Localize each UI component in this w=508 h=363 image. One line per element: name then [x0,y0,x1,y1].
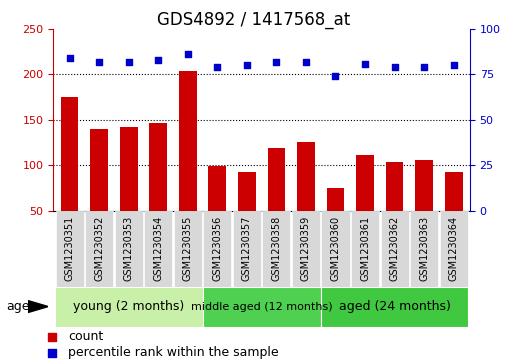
Bar [55,211,84,287]
Bar [238,171,256,211]
Text: GSM1230354: GSM1230354 [153,216,163,281]
Bar [321,287,468,327]
Bar [297,143,315,211]
Text: young (2 months): young (2 months) [73,300,184,313]
Bar [410,211,438,287]
Bar [179,71,197,211]
Text: GSM1230359: GSM1230359 [301,216,311,281]
Point [48,334,56,339]
Text: GSM1230358: GSM1230358 [271,216,281,281]
Text: age: age [6,300,29,313]
Bar [144,211,172,287]
Point [154,57,162,63]
Bar [120,127,138,211]
Text: GDS4892 / 1417568_at: GDS4892 / 1417568_at [157,11,351,29]
Bar [115,211,143,287]
Bar [233,211,261,287]
Text: GSM1230363: GSM1230363 [419,216,429,281]
Point [331,73,339,79]
Text: GSM1230357: GSM1230357 [242,216,252,281]
Text: GSM1230362: GSM1230362 [390,216,400,281]
Bar [327,188,344,211]
Point [272,59,280,65]
Text: percentile rank within the sample: percentile rank within the sample [68,346,279,359]
Bar [386,162,403,211]
Text: middle aged (12 months): middle aged (12 months) [191,302,332,312]
Point [420,64,428,70]
Polygon shape [28,301,48,313]
Point [48,350,56,356]
Bar [85,211,113,287]
Point [184,52,192,57]
Text: GSM1230353: GSM1230353 [123,216,134,281]
Bar [292,211,320,287]
Point [213,64,221,70]
Text: aged (24 months): aged (24 months) [339,300,451,313]
Point [302,59,310,65]
Bar [439,211,468,287]
Bar [149,122,167,211]
Text: count: count [68,330,103,343]
Text: GSM1230364: GSM1230364 [449,216,459,281]
Text: GSM1230352: GSM1230352 [94,216,104,281]
Bar [351,211,379,287]
Point [66,55,74,61]
Bar [55,287,203,327]
Bar [203,287,321,327]
Text: GSM1230360: GSM1230360 [331,216,340,281]
Text: GSM1230356: GSM1230356 [212,216,223,281]
Bar [203,211,231,287]
Point [124,59,133,65]
Text: GSM1230361: GSM1230361 [360,216,370,281]
Text: GSM1230351: GSM1230351 [65,216,75,281]
Bar [322,211,350,287]
Bar [174,211,202,287]
Point [391,64,399,70]
Point [95,59,103,65]
Bar [262,211,291,287]
Bar [61,97,78,211]
Bar [90,129,108,211]
Bar [415,160,433,211]
Point [361,61,369,66]
Bar [356,155,374,211]
Text: GSM1230355: GSM1230355 [183,216,193,281]
Bar [208,166,226,211]
Bar [380,211,408,287]
Point [243,62,251,68]
Bar [445,171,462,211]
Bar [268,148,285,211]
Point [450,62,458,68]
